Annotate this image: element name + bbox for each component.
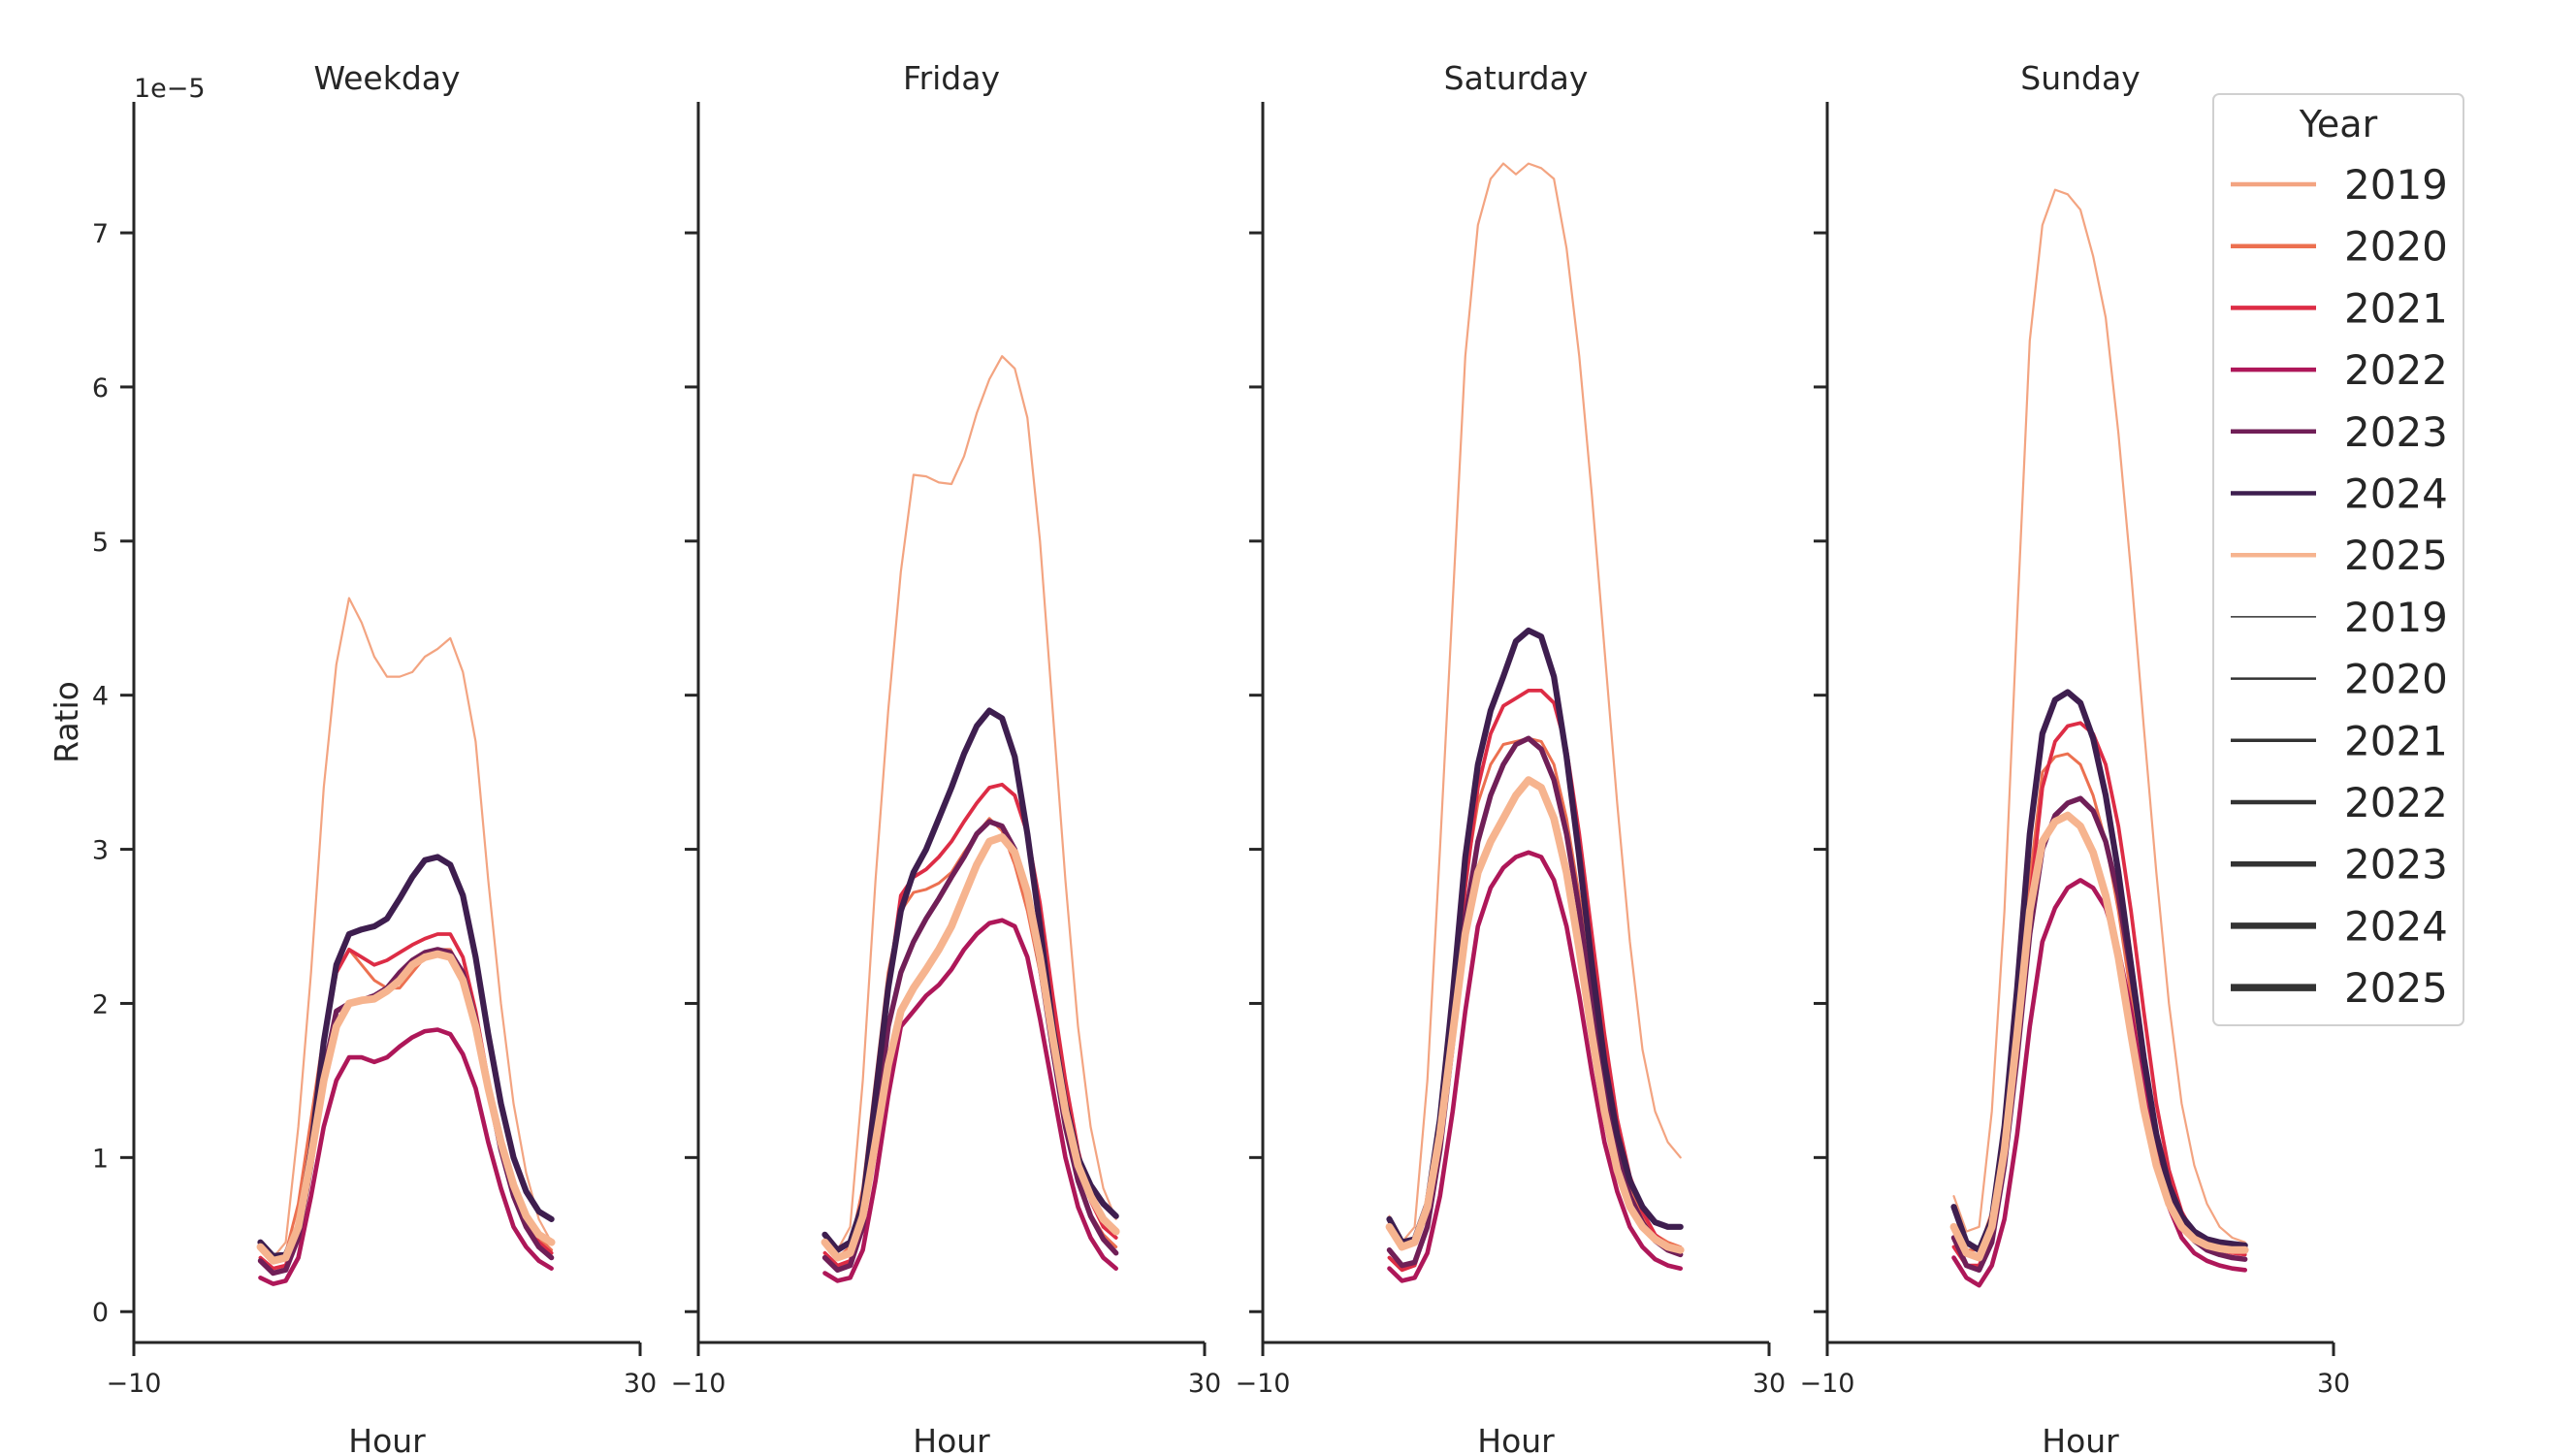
legend-item-hue-2024: 2024 [2231, 470, 2448, 518]
panel-friday: Friday −10 30 Hour [671, 59, 1222, 1455]
legend-item-hue-2020: 2020 [2231, 223, 2448, 271]
x-tick-label: 30 [1753, 1369, 1786, 1399]
legend-label: 2021 [2344, 717, 2448, 764]
series-line-2019 [1388, 162, 1682, 1244]
legend-item-size-2023: 2023 [2231, 841, 2448, 889]
series-line-2025 [1385, 776, 1685, 1254]
series-line-2025 [1949, 811, 2249, 1262]
legend-label: 2019 [2344, 161, 2448, 209]
legend-item-hue-2025: 2025 [2231, 532, 2448, 579]
legend-label: 2025 [2344, 964, 2448, 1012]
legend-item-size-2022: 2022 [2231, 779, 2448, 826]
legend: Year 2019 2020 2021 2022 2023 2024 2025 2019 2020… [2212, 93, 2464, 1026]
series-line-2024 [1386, 627, 1684, 1245]
legend-item-hue-2023: 2023 [2231, 408, 2448, 456]
legend-label: 2023 [2344, 408, 2448, 456]
panel-weekday: Weekday 0 1 2 3 4 5 6 7 −10 30 Hour [92, 59, 657, 1455]
panel-title: Friday [903, 59, 1000, 97]
x-axis-label: Hour [1477, 1422, 1555, 1455]
y-tick-label: 6 [92, 373, 109, 404]
panel-title: Weekday [313, 59, 460, 97]
legend-item-hue-2021: 2021 [2231, 284, 2448, 332]
series-line-2022 [822, 918, 1118, 1283]
legend-item-size-2025: 2025 [2231, 964, 2448, 1012]
legend-label: 2022 [2344, 779, 2448, 826]
legend-label: 2019 [2344, 594, 2448, 641]
series-line-2022 [258, 1027, 554, 1286]
legend-item-size-2020: 2020 [2231, 656, 2448, 703]
y-tick-label: 2 [92, 989, 109, 1019]
panel-saturday: Saturday −10 30 Hour [1236, 59, 1787, 1455]
x-tick-label: 30 [1188, 1369, 1221, 1399]
legend-title: Year [2299, 103, 2378, 146]
legend-label: 2024 [2344, 470, 2448, 518]
series-line-2019 [823, 355, 1117, 1251]
y-tick-label: 4 [92, 682, 109, 712]
legend-label: 2024 [2344, 902, 2448, 950]
legend-item-size-2021: 2021 [2231, 717, 2448, 764]
y-tick-label: 5 [92, 528, 109, 558]
series-line-2025 [821, 833, 1120, 1262]
x-tick-label: −10 [1800, 1369, 1855, 1399]
y-tick-label: 3 [92, 836, 109, 866]
series-line-2025 [256, 950, 556, 1265]
legend-label: 2021 [2344, 284, 2448, 332]
x-tick-label: −10 [1236, 1369, 1291, 1399]
x-tick-label: 30 [2317, 1369, 2350, 1399]
legend-item-hue-2022: 2022 [2231, 346, 2448, 394]
x-axis-label: Hour [2042, 1422, 2119, 1455]
x-tick-label: 30 [624, 1369, 657, 1399]
panel-title: Saturday [1444, 59, 1589, 97]
legend-item-size-2019: 2019 [2231, 594, 2448, 641]
legend-label: 2020 [2344, 656, 2448, 703]
y-tick-label: 0 [92, 1298, 109, 1328]
legend-item-size-2024: 2024 [2231, 902, 2448, 950]
series-line-2019 [259, 597, 553, 1259]
x-axis-label: Hour [913, 1422, 990, 1455]
series-line-2022 [1951, 878, 2247, 1288]
panel-sunday: Sunday −10 30 Hour [1800, 59, 2351, 1455]
legend-frame [2212, 93, 2464, 1026]
panel-title: Sunday [2020, 59, 2140, 97]
x-tick-label: −10 [107, 1369, 162, 1399]
series-line-2024 [1950, 689, 2248, 1253]
series-line-2019 [1952, 188, 2246, 1244]
legend-label: 2025 [2344, 532, 2448, 579]
legend-label: 2022 [2344, 346, 2448, 394]
legend-label: 2023 [2344, 841, 2448, 889]
series-line-2022 [1387, 850, 1683, 1283]
legend-item-hue-2019: 2019 [2231, 161, 2448, 209]
y-tick-label: 7 [92, 219, 109, 249]
x-tick-label: −10 [671, 1369, 726, 1399]
y-axis-label: Ratio [48, 681, 85, 763]
y-offset-label: 1e−5 [134, 74, 206, 104]
y-tick-label: 1 [92, 1144, 109, 1174]
legend-label: 2020 [2344, 223, 2448, 271]
x-axis-label: Hour [348, 1422, 426, 1455]
